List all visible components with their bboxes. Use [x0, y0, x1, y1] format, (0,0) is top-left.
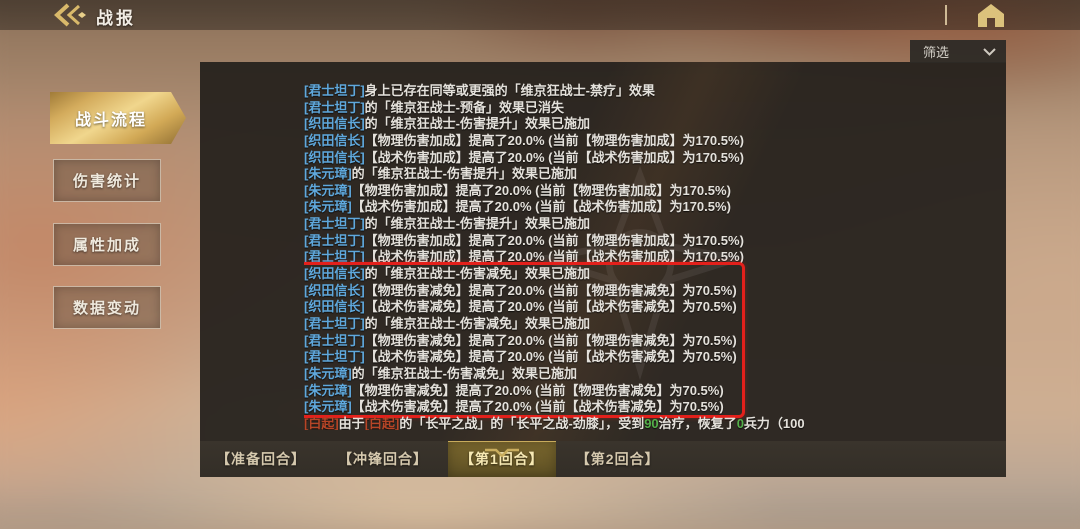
sidebar-item-data-changes[interactable]: 数据变动	[53, 286, 161, 329]
log-text: 治疗，恢复了	[658, 415, 737, 430]
log-line: [君士坦丁]身上已存在同等或更强的「维京狂战士-禁疗」效果	[304, 83, 994, 100]
battle-log-list: [君士坦丁]身上已存在同等或更强的「维京狂战士-禁疗」效果 [君士坦丁]的「维京狂…	[304, 83, 994, 430]
back-button[interactable]	[52, 3, 90, 27]
log-text: 的「维京狂战士-伤害减免」效果已施加	[364, 266, 591, 282]
log-line: [朱元璋]的「维京狂战士-伤害减免」效果已施加	[304, 366, 994, 383]
heal-value: 0	[736, 415, 744, 430]
highlighted-log-section: [织田信长]的「维京狂战士-伤害减免」效果已施加 [织田信长]【物理伤害减免】提高…	[304, 262, 994, 419]
log-text: 【战术伤害减免】提高了20.0% (当前【战术伤害减免】为70.5%)	[364, 349, 737, 365]
hero-name: [朱元璋]	[304, 166, 352, 182]
log-line: [织田信长]的「维京狂战士-伤害提升」效果已施加	[304, 116, 994, 133]
hero-name: [君士坦丁]	[304, 249, 365, 265]
hero-name: [织田信长]	[304, 132, 365, 148]
sidebar-item-damage-stats[interactable]: 伤害统计	[53, 159, 161, 202]
hero-name: [君士坦丁]	[304, 216, 365, 232]
log-line: [君士坦丁]的「维京狂战士-伤害提升」效果已施加	[304, 216, 994, 233]
log-text: 【战术伤害加成】提高了20.0% (当前【战术伤害加成】为170.5%)	[364, 149, 744, 165]
log-line: [朱元璋]的「维京狂战士-伤害提升」效果已施加	[304, 166, 994, 183]
tab-round-2[interactable]: 【第2回合】	[575, 451, 660, 467]
active-tab-caret-icon	[484, 434, 519, 470]
tab-prep-round[interactable]: 【准备回合】	[216, 451, 306, 467]
enemy-name: [白起]	[304, 415, 339, 430]
sidebar-item-battle-flow[interactable]: 战斗流程	[50, 92, 186, 144]
filter-label: 筛选	[923, 45, 950, 60]
log-text: 兵力（100	[743, 415, 805, 430]
log-line: [君士坦丁]【物理伤害加成】提高了20.0% (当前【物理伤害加成】为170.5…	[304, 233, 994, 250]
log-text: 【战术伤害加成】提高了20.0% (当前【战术伤害加成】为170.5%)	[364, 249, 744, 265]
tab-round-1[interactable]: 【第1回合】	[448, 441, 556, 477]
log-text: 的「维京狂战士-伤害减免」效果已施加	[364, 315, 591, 331]
heal-value: 90	[644, 415, 659, 430]
hero-name: [君士坦丁]	[304, 83, 365, 98]
log-line: [朱元璋]【战术伤害加成】提高了20.0% (当前【战术伤害加成】为170.5%…	[304, 199, 994, 216]
log-text: 【物理伤害加成】提高了20.0% (当前【物理伤害加成】为170.5%)	[351, 182, 731, 198]
hero-name: [君士坦丁]	[304, 332, 365, 348]
log-line: [织田信长]【物理伤害加成】提高了20.0% (当前【物理伤害加成】为170.5…	[304, 133, 994, 150]
tab-charge-round[interactable]: 【冲锋回合】	[338, 451, 428, 467]
log-text: 的「维京狂战士-伤害提升」效果已施加	[364, 116, 591, 132]
back-double-chevron-icon	[54, 3, 86, 27]
hero-name: [织田信长]	[304, 116, 365, 132]
log-text: 【物理伤害加成】提高了20.0% (当前【物理伤害加成】为170.5%)	[364, 132, 744, 148]
log-line: [朱元璋]【物理伤害加成】提高了20.0% (当前【物理伤害加成】为170.5%…	[304, 183, 994, 200]
log-line: [白起]由于[白起]的「长平之战」的「长平之战-劲膝」，受到90治疗，恢复了0兵…	[304, 416, 994, 430]
battle-log-panel: [君士坦丁]身上已存在同等或更强的「维京狂战士-禁疗」效果 [君士坦丁]的「维京狂…	[200, 62, 1006, 441]
sidebar-item-attribute-bonus[interactable]: 属性加成	[53, 223, 161, 266]
log-text: 身上已存在同等或更强的「维京狂战士-禁疗」效果	[364, 83, 656, 98]
hero-name: [君士坦丁]	[304, 349, 365, 365]
log-section: [君士坦丁]身上已存在同等或更强的「维京狂战士-禁疗」效果 [君士坦丁]的「维京狂…	[304, 83, 994, 266]
log-text: 由于	[338, 415, 365, 430]
hero-name: [君士坦丁]	[304, 315, 365, 331]
filter-dropdown[interactable]: 筛选	[910, 40, 1006, 63]
log-line: [君士坦丁]【战术伤害加成】提高了20.0% (当前【战术伤害加成】为170.5…	[304, 249, 994, 266]
log-text: 的「维京狂战士-伤害提升」效果已施加	[351, 166, 578, 182]
log-text: 【战术伤害减免】提高了20.0% (当前【战术伤害减免】为70.5%)	[364, 299, 737, 315]
enemy-name: [白起]	[364, 415, 400, 430]
log-line: [织田信长]【战术伤害加成】提高了20.0% (当前【战术伤害加成】为170.5…	[304, 150, 994, 167]
hero-name: [君士坦丁]	[304, 232, 365, 248]
hero-name: [朱元璋]	[304, 399, 352, 415]
log-line: [朱元璋]【物理伤害减免】提高了20.0% (当前【物理伤害减免】为70.5%)	[304, 383, 994, 400]
hero-name: [朱元璋]	[304, 382, 352, 398]
log-line: [君士坦丁]【战术伤害减免】提高了20.0% (当前【战术伤害减免】为70.5%…	[304, 349, 994, 366]
log-text: 【物理伤害减免】提高了20.0% (当前【物理伤害减免】为70.5%)	[364, 282, 737, 298]
log-text: 的「维京狂战士-伤害减免」效果已施加	[351, 365, 578, 381]
hero-name: [朱元璋]	[304, 182, 352, 198]
topbar-divider	[945, 5, 947, 25]
log-text: 的「维京狂战士-预备」效果已消失	[364, 99, 565, 115]
log-line: [君士坦丁]【物理伤害减免】提高了20.0% (当前【物理伤害减免】为70.5%…	[304, 333, 994, 350]
log-line: [君士坦丁]的「维京狂战士-伤害减免」效果已施加	[304, 316, 994, 333]
home-button[interactable]	[974, 3, 1014, 28]
hero-name: [朱元璋]	[304, 199, 352, 215]
log-text: 【物理伤害加成】提高了20.0% (当前【物理伤害加成】为170.5%)	[364, 232, 744, 248]
log-text: 的「维京狂战士-伤害提升」效果已施加	[364, 216, 591, 232]
hero-name: [织田信长]	[304, 266, 365, 282]
log-text: 的「长平之战」的「长平之战-劲膝」，受到	[399, 415, 645, 430]
home-icon	[978, 4, 1004, 27]
chevron-down-icon	[983, 47, 996, 56]
log-section: [白起]由于[白起]的「长平之战」的「长平之战-劲膝」，受到90治疗，恢复了0兵…	[304, 416, 994, 430]
hero-name: [织田信长]	[304, 282, 365, 298]
log-text: 【物理伤害减免】提高了20.0% (当前【物理伤害减免】为70.5%)	[364, 332, 737, 348]
log-line: [君士坦丁]的「维京狂战士-预备」效果已消失	[304, 100, 994, 117]
hero-name: [织田信长]	[304, 149, 365, 165]
log-line: [朱元璋]【战术伤害减免】提高了20.0% (当前【战术伤害减免】为70.5%)	[304, 399, 994, 416]
round-tab-bar: 【准备回合】 【冲锋回合】 【第1回合】 【第2回合】	[200, 441, 1006, 477]
hero-name: [织田信长]	[304, 299, 365, 315]
log-text: 【战术伤害减免】提高了20.0% (当前【战术伤害减免】为70.5%)	[351, 399, 724, 415]
hero-name: [朱元璋]	[304, 365, 352, 381]
page-title: 战报	[96, 9, 136, 28]
log-line: [织田信长]【物理伤害减免】提高了20.0% (当前【物理伤害减免】为70.5%…	[304, 283, 994, 300]
log-line: [织田信长]【战术伤害减免】提高了20.0% (当前【战术伤害减免】为70.5%…	[304, 299, 994, 316]
top-bar: 战报	[0, 0, 1080, 30]
log-text: 【战术伤害加成】提高了20.0% (当前【战术伤害加成】为170.5%)	[351, 199, 731, 215]
log-text: 【物理伤害减免】提高了20.0% (当前【物理伤害减免】为70.5%)	[351, 382, 724, 398]
log-line: [织田信长]的「维京狂战士-伤害减免」效果已施加	[304, 266, 994, 283]
hero-name: [君士坦丁]	[304, 99, 365, 115]
